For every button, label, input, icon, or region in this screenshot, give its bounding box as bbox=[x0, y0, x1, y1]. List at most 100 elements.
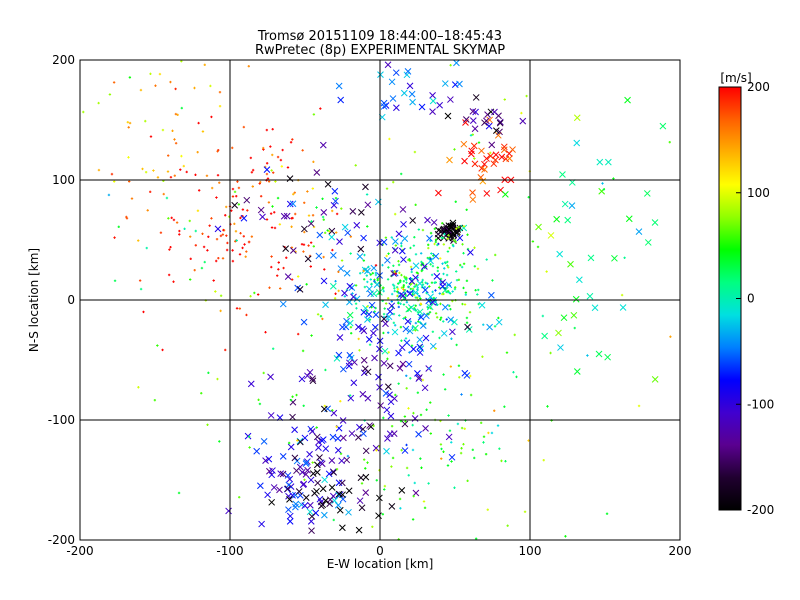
data-point-plus bbox=[221, 233, 225, 236]
data-point-plus bbox=[235, 239, 238, 242]
data-point-x bbox=[375, 373, 382, 381]
data-point-plus bbox=[375, 479, 378, 482]
data-point-x bbox=[406, 290, 414, 298]
data-point-x bbox=[325, 470, 333, 478]
data-point-x bbox=[304, 255, 312, 263]
data-point-plus bbox=[346, 454, 350, 458]
data-point-plus bbox=[373, 310, 376, 313]
data-point-plus bbox=[397, 259, 400, 263]
data-point-plus bbox=[420, 466, 423, 469]
data-point-x bbox=[408, 277, 416, 285]
data-point-plus bbox=[149, 72, 152, 76]
data-point-plus bbox=[418, 321, 422, 324]
data-point-plus bbox=[242, 235, 246, 238]
data-point-x bbox=[446, 226, 453, 234]
data-point-plus bbox=[415, 296, 419, 299]
data-point-x bbox=[485, 122, 493, 130]
data-point-plus bbox=[481, 355, 484, 358]
data-point-plus bbox=[419, 413, 423, 417]
data-point-plus bbox=[97, 101, 100, 105]
data-point-x bbox=[358, 209, 365, 216]
data-point-plus bbox=[293, 191, 296, 194]
data-point-x bbox=[427, 293, 434, 301]
data-point-x bbox=[409, 217, 417, 224]
data-point-x bbox=[361, 365, 369, 373]
data-point-plus bbox=[586, 354, 589, 357]
data-point-plus bbox=[196, 150, 199, 154]
data-point-plus bbox=[402, 317, 405, 320]
data-point-x bbox=[295, 488, 303, 495]
data-point-plus bbox=[436, 243, 439, 247]
data-point-plus bbox=[207, 371, 210, 375]
data-point-x bbox=[309, 375, 316, 382]
data-point-plus bbox=[319, 314, 323, 318]
data-point-plus bbox=[429, 231, 433, 235]
data-point-plus bbox=[477, 302, 480, 306]
data-point-plus bbox=[455, 227, 458, 230]
data-point-x bbox=[293, 457, 301, 465]
data-point-x bbox=[412, 289, 420, 296]
data-point-plus bbox=[417, 320, 420, 323]
data-point-plus bbox=[180, 106, 184, 110]
data-point-x bbox=[286, 496, 293, 503]
data-point-x bbox=[395, 230, 403, 238]
data-point-plus bbox=[339, 452, 343, 455]
data-point-plus bbox=[295, 393, 298, 397]
data-point-plus bbox=[193, 268, 196, 272]
data-point-x bbox=[279, 452, 287, 460]
data-point-x bbox=[587, 254, 595, 262]
data-point-x bbox=[496, 118, 504, 126]
data-point-plus bbox=[310, 334, 313, 337]
data-point-x bbox=[487, 291, 495, 299]
data-point-x bbox=[625, 215, 633, 223]
data-point-plus bbox=[405, 276, 408, 279]
data-point-x bbox=[605, 158, 612, 166]
data-point-plus bbox=[235, 307, 239, 310]
data-point-plus bbox=[454, 240, 457, 243]
data-point-plus bbox=[311, 214, 315, 217]
data-point-x bbox=[362, 489, 370, 497]
data-point-x bbox=[336, 334, 344, 341]
data-point-x bbox=[291, 426, 298, 434]
data-point-x bbox=[573, 368, 581, 375]
data-point-x bbox=[416, 280, 424, 287]
data-point-plus bbox=[97, 168, 101, 172]
data-point-plus bbox=[179, 168, 182, 171]
data-point-plus bbox=[442, 320, 445, 323]
data-point-plus bbox=[231, 259, 235, 263]
data-point-plus bbox=[400, 172, 403, 176]
data-point-x bbox=[418, 103, 426, 111]
data-point-x bbox=[391, 246, 399, 254]
data-point-plus bbox=[399, 280, 402, 284]
data-point-x bbox=[349, 207, 357, 215]
data-point-x bbox=[384, 435, 391, 442]
data-point-x bbox=[456, 234, 464, 242]
data-point-x bbox=[492, 156, 499, 164]
data-point-plus bbox=[449, 307, 452, 311]
data-point-x bbox=[329, 433, 337, 441]
data-point-x bbox=[509, 146, 516, 153]
data-point-plus bbox=[206, 249, 209, 252]
data-point-plus bbox=[384, 236, 388, 239]
data-point-plus bbox=[487, 431, 490, 435]
data-point-plus bbox=[397, 305, 401, 309]
data-point-x bbox=[490, 160, 498, 168]
data-point-plus bbox=[270, 169, 273, 172]
data-point-plus bbox=[210, 217, 213, 220]
data-point-plus bbox=[484, 452, 488, 456]
data-point-x bbox=[289, 200, 297, 208]
data-point-plus bbox=[197, 189, 201, 192]
data-point-x bbox=[380, 103, 388, 110]
data-point-plus bbox=[446, 264, 449, 267]
data-point-plus bbox=[536, 245, 540, 249]
data-point-plus bbox=[226, 241, 229, 245]
data-point-plus bbox=[279, 158, 283, 162]
data-point-x bbox=[358, 504, 366, 512]
data-point-plus bbox=[146, 209, 149, 212]
data-point-x bbox=[328, 457, 336, 464]
data-point-plus bbox=[362, 278, 366, 281]
data-point-plus bbox=[315, 206, 318, 209]
data-point-x bbox=[387, 412, 395, 420]
data-point-x bbox=[322, 445, 330, 453]
data-point-x bbox=[441, 303, 449, 311]
